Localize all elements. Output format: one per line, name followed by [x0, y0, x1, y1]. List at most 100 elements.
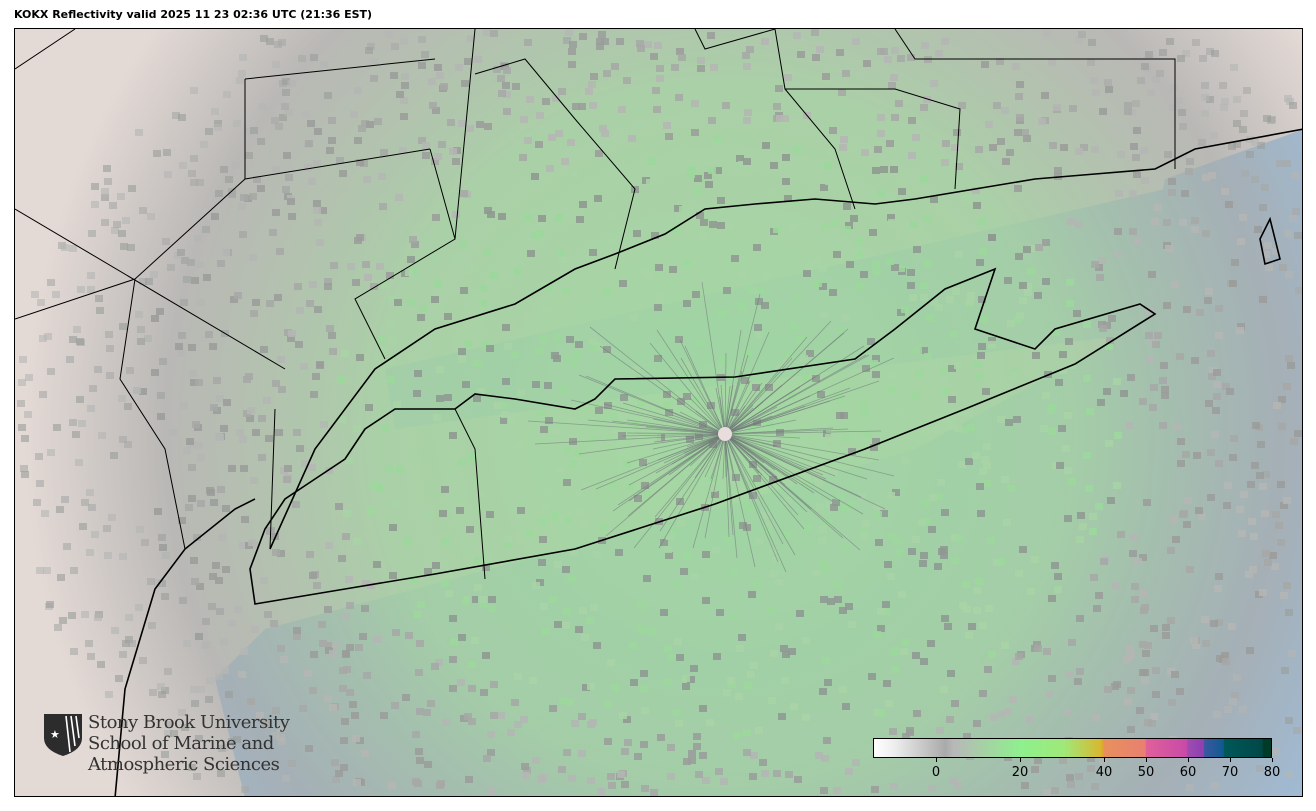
shield-star-icon: ★: [44, 714, 82, 756]
radar-gate: [785, 771, 793, 778]
radar-gate: [223, 399, 231, 406]
radar-gate: [743, 729, 751, 736]
radar-gate: [257, 138, 265, 145]
radar-gate: [884, 561, 892, 568]
radar-gate: [775, 364, 783, 371]
radar-gate: [428, 78, 436, 85]
radar-gate: [438, 141, 446, 148]
radar-gate: [1087, 765, 1095, 772]
radar-gate: [1261, 184, 1269, 191]
radar-gate: [684, 362, 692, 369]
radar-gate: [1024, 283, 1032, 290]
radar-gate: [842, 504, 850, 511]
radar-gate: [409, 448, 417, 455]
radar-gate: [190, 379, 198, 386]
radar-gate: [498, 213, 506, 220]
radar-gate: [693, 188, 701, 195]
radar-gate: [108, 514, 116, 521]
radar-gate: [324, 606, 332, 613]
radar-gate: [562, 287, 570, 294]
radar-gate: [1163, 219, 1171, 226]
radar-gate: [806, 350, 814, 357]
clutter-ray: [724, 433, 787, 573]
radar-gate: [1001, 107, 1009, 114]
radar-gate: [292, 501, 300, 508]
radar-gate: [445, 571, 453, 578]
radar-gate: [788, 648, 796, 655]
radar-gate: [784, 497, 792, 504]
radar-gate: [761, 770, 769, 777]
long-island-outline: [249, 267, 1157, 605]
radar-gate: [574, 450, 582, 457]
radar-gate: [340, 737, 348, 744]
clutter-ray: [724, 390, 753, 435]
radar-gate: [811, 29, 819, 36]
radar-gate: [1086, 408, 1094, 415]
radar-gate: [269, 229, 277, 236]
radar-gate: [470, 264, 478, 271]
radar-gate: [750, 662, 758, 669]
radar-gate: [59, 617, 67, 624]
radar-gate: [490, 681, 498, 688]
radar-gate: [1098, 257, 1106, 264]
radar-gate: [376, 263, 384, 270]
radar-gate: [997, 711, 1005, 718]
radar-gate: [1181, 190, 1189, 197]
radar-gate: [370, 58, 378, 65]
radar-gate: [723, 689, 731, 696]
radar-gate: [540, 603, 548, 610]
radar-gate: [1259, 204, 1267, 211]
radar-gate: [708, 474, 716, 481]
radar-gate: [68, 612, 76, 619]
radar-gate: [373, 561, 381, 568]
clutter-ray: [724, 433, 801, 439]
radar-gate: [524, 137, 532, 144]
radar-gate: [821, 755, 829, 762]
radar-gate: [845, 222, 853, 229]
radar-gate: [913, 710, 921, 717]
radar-gate: [870, 444, 878, 451]
radar-gate: [490, 30, 498, 37]
radar-gate: [670, 417, 678, 424]
radar-gate: [1124, 102, 1132, 109]
radar-gate: [1108, 315, 1116, 322]
radar-gate: [739, 522, 747, 529]
radar-gate: [210, 499, 218, 506]
radar-gate: [950, 777, 958, 784]
radar-gate: [191, 277, 199, 284]
radar-gate: [1075, 37, 1083, 44]
radar-gate: [1168, 699, 1176, 706]
radar-gate: [36, 480, 44, 487]
radar-gate: [965, 458, 973, 465]
radar-gate: [676, 654, 684, 661]
radar-gate: [1182, 451, 1190, 458]
radar-gate: [638, 626, 646, 633]
radar-gate: [410, 576, 418, 583]
radar-gate: [285, 109, 293, 116]
radar-gate: [1004, 277, 1012, 284]
radar-gate: [1198, 139, 1206, 146]
radar-gate: [920, 658, 928, 665]
radar-gate: [1085, 485, 1093, 492]
radar-gate: [683, 370, 691, 377]
radar-gate: [279, 114, 287, 121]
colorbar-tick-label: 0: [931, 765, 941, 780]
radar-gate: [1213, 393, 1221, 400]
radar-gate: [1167, 547, 1175, 554]
radar-gate: [328, 117, 336, 124]
radar-gate: [479, 596, 487, 603]
radar-gate: [637, 45, 645, 52]
radar-gate: [1201, 616, 1209, 623]
radar-gate: [755, 298, 763, 305]
radar-gate: [1201, 110, 1209, 117]
radar-gate: [678, 54, 686, 61]
radar-gate: [607, 659, 615, 666]
radar-gate: [502, 82, 510, 89]
radar-gate: [839, 686, 847, 693]
radar-gate: [1162, 632, 1170, 639]
radar-gate: [1098, 321, 1106, 328]
radar-gate: [343, 510, 351, 517]
radar-gate: [72, 431, 80, 438]
radar-gate: [687, 676, 695, 683]
radar-gate: [512, 83, 520, 90]
